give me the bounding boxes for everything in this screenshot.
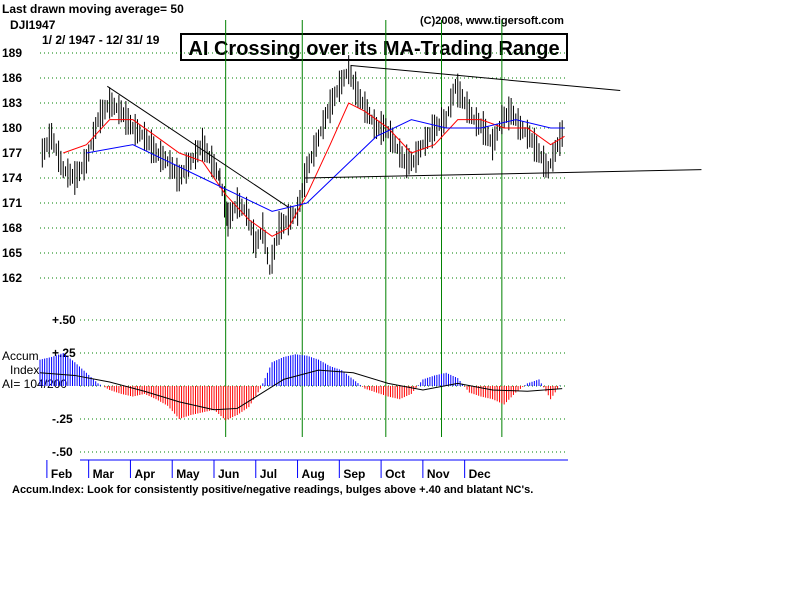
trendline-bottom-of-range (304, 169, 702, 179)
ma-long-line (86, 119, 565, 212)
copyright: (C)2008, www.tigersoft.com (420, 15, 564, 27)
month-label: Apr (134, 467, 155, 481)
price-tick-label: 183 (2, 96, 22, 110)
price-tick-label: 174 (2, 171, 22, 185)
accum-tick-label: -.50 (52, 445, 73, 459)
price-tick-label: 165 (2, 246, 22, 260)
month-label: Jun (218, 467, 239, 481)
symbol-label: DJI1947 (10, 18, 56, 32)
trendline-downtrend (107, 85, 289, 208)
month-label: Feb (51, 467, 72, 481)
month-label: Nov (427, 467, 450, 481)
month-label: Jul (260, 467, 277, 481)
price-tick-label: 189 (2, 46, 22, 60)
accum-tick-label: -.25 (52, 412, 73, 426)
price-tick-label: 171 (2, 196, 22, 210)
price-tick-label: 168 (2, 221, 22, 235)
price-tick-label: 180 (2, 121, 22, 135)
accum-tick-label: +.50 (52, 313, 76, 327)
price-tick-label: 186 (2, 71, 22, 85)
month-label: Dec (469, 467, 491, 481)
date-range: 1/ 2/ 1947 - 12/ 31/ 19 (42, 33, 160, 47)
ai-value: AI= 104/200 (2, 377, 68, 391)
month-label: Aug (302, 467, 325, 481)
month-label: Oct (385, 467, 405, 481)
chart-title: AI Crossing over its MA-Trading Range (180, 33, 568, 61)
ma-short-line (63, 102, 565, 237)
month-label: Mar (93, 467, 115, 481)
month-label: Sep (343, 467, 365, 481)
accum-label-2: Index (10, 363, 40, 377)
price-tick-label: 162 (2, 271, 22, 285)
month-label: May (176, 467, 200, 481)
price-tick-label: 177 (2, 146, 22, 160)
trendline-top-of-range (350, 65, 621, 91)
ma-label: Last drawn moving average= 50 (2, 2, 184, 16)
accum-tick-label: +.25 (52, 346, 76, 360)
accum-label-1: Accum (2, 349, 39, 363)
footer-note: Accum.Index: Look for consistently posit… (12, 484, 534, 496)
accum-ma-line (39, 369, 563, 411)
